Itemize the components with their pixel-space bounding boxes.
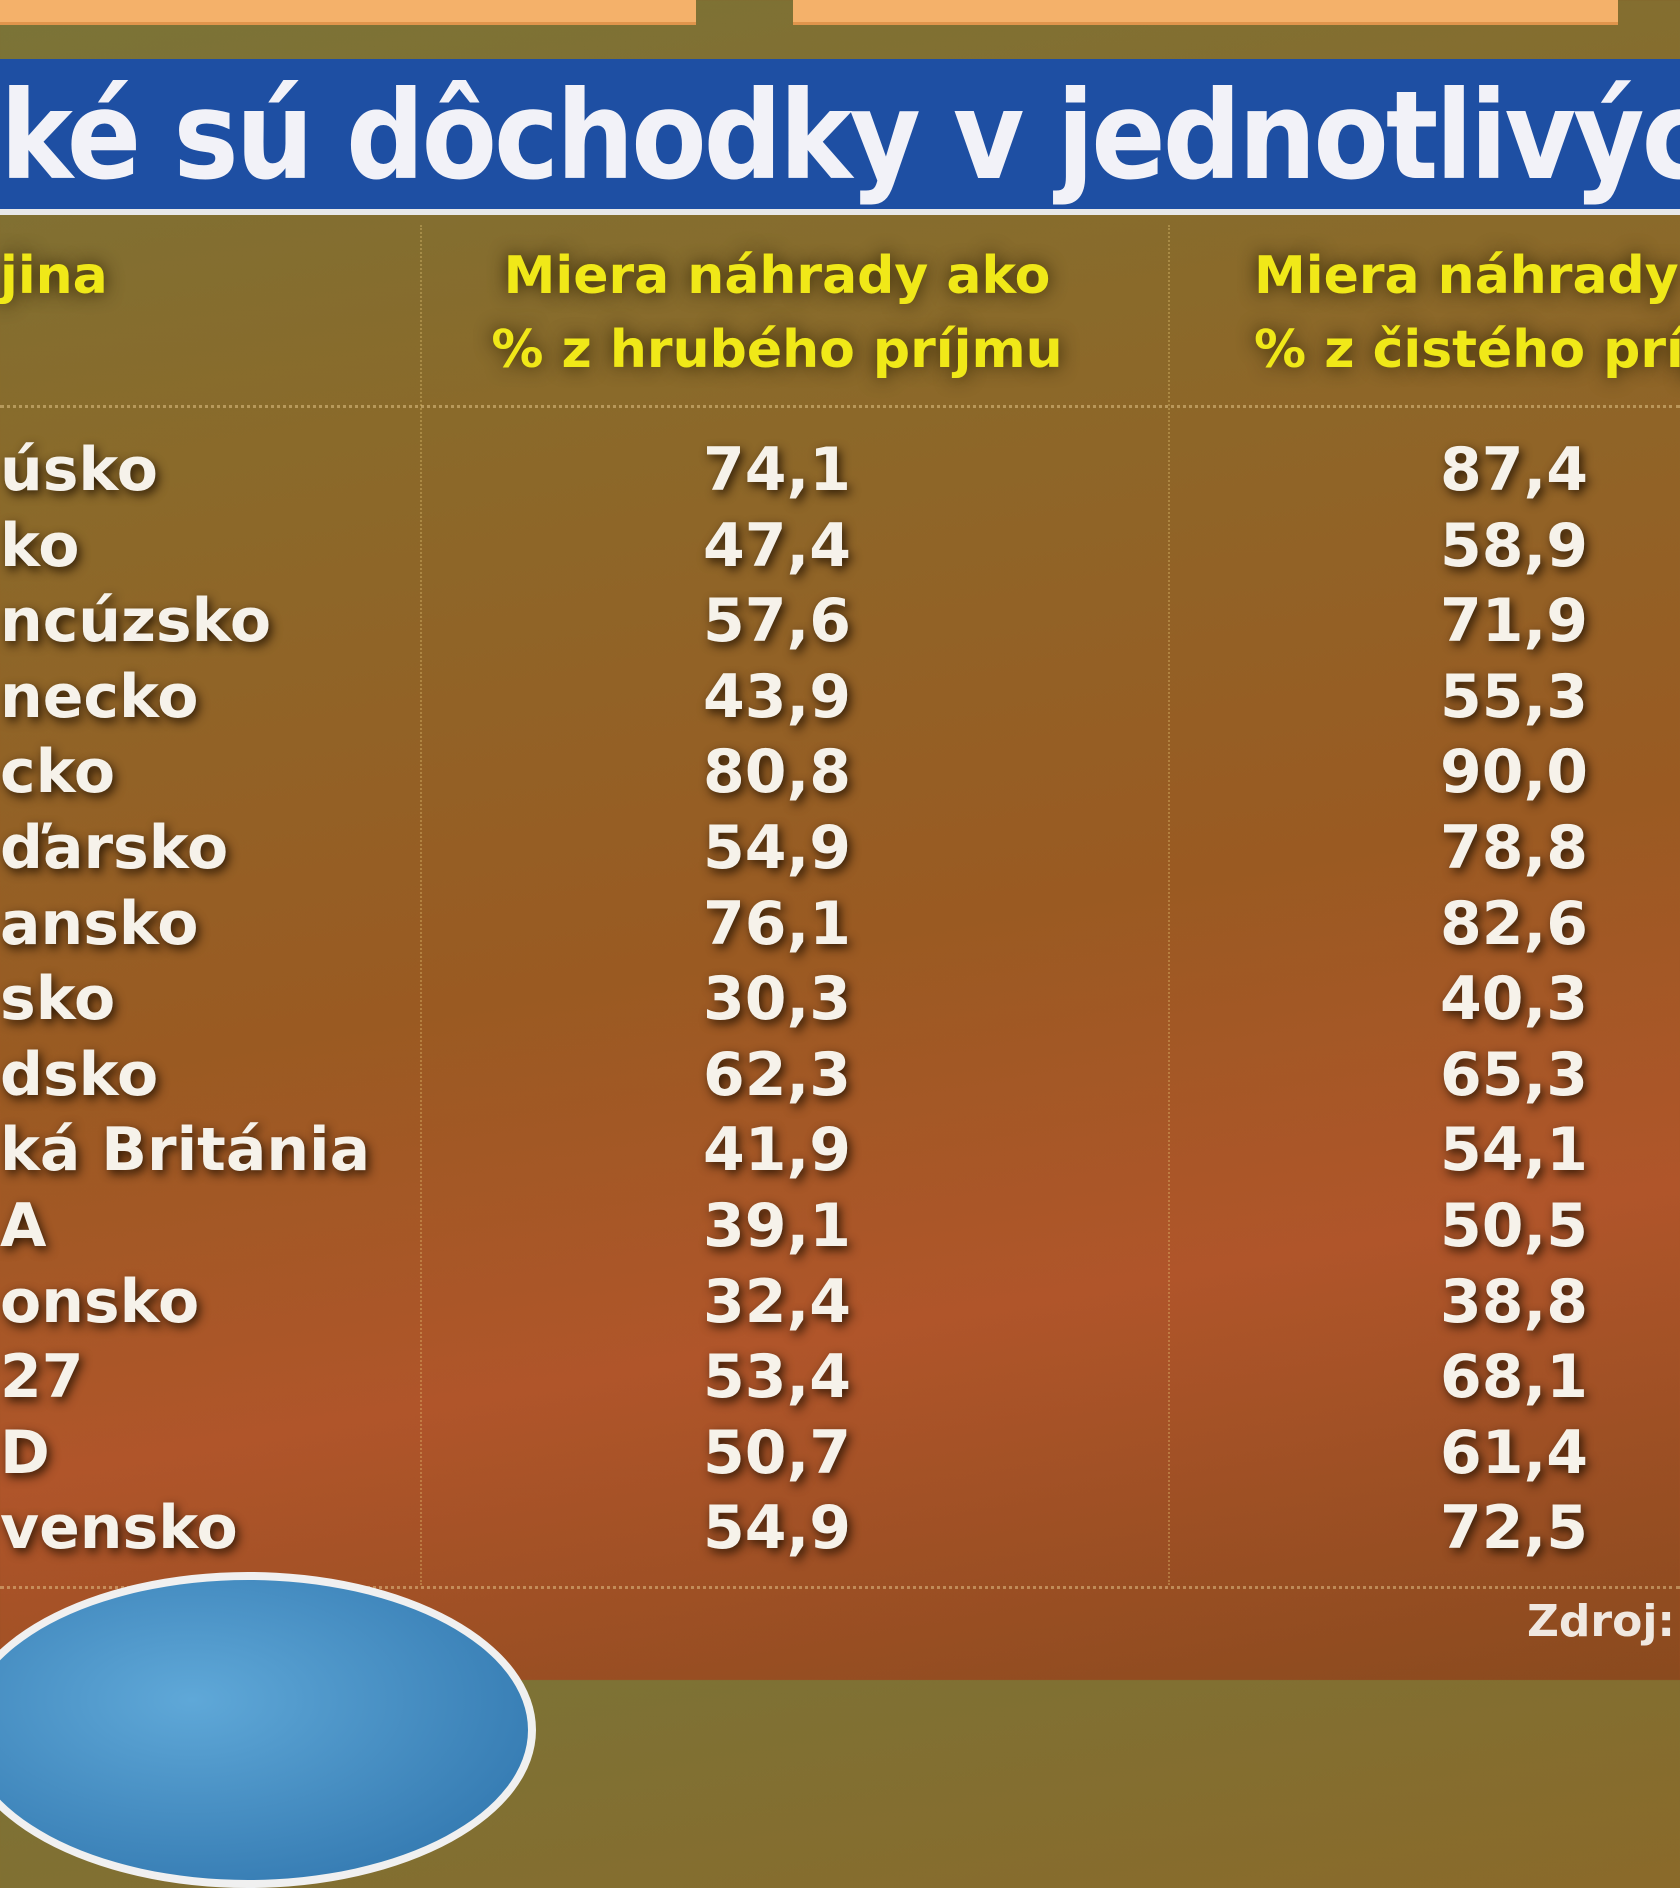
country-label: 27 xyxy=(0,1342,84,1413)
country-label: A xyxy=(0,1191,47,1261)
value-cell: 76,1 xyxy=(702,888,852,959)
value-cell: 50,7 xyxy=(702,1417,852,1488)
country-label: úsko xyxy=(0,435,158,505)
value-cell: 41,9 xyxy=(702,1115,852,1186)
decor-box xyxy=(793,0,1618,25)
value-cell: 57,6 xyxy=(702,586,852,657)
country-label: necko xyxy=(0,661,199,732)
country-label: ká Británia xyxy=(0,1115,371,1186)
value-cell: 54,9 xyxy=(702,1493,852,1564)
value-cell: 30,3 xyxy=(702,964,852,1035)
value-cell: 87,4 xyxy=(1439,435,1589,505)
value-cell: 50,5 xyxy=(1439,1191,1589,1261)
country-label: ďarsko xyxy=(0,813,229,883)
value-cell: 32,4 xyxy=(702,1266,852,1337)
value-cell: 90,0 xyxy=(1439,737,1589,808)
header-separator xyxy=(0,405,1680,408)
value-cell: 74,1 xyxy=(702,435,852,505)
header-cell: % z hrubého príjmu xyxy=(491,320,1063,380)
title-bar: ké sú dôchodky v jednotlivých krajinách xyxy=(0,59,1680,215)
value-cell: 68,1 xyxy=(1439,1342,1589,1413)
footer-separator xyxy=(0,1586,1680,1589)
country-label: dsko xyxy=(0,1039,159,1110)
column-divider xyxy=(1168,225,1170,1585)
value-cell: 47,4 xyxy=(702,510,852,581)
value-cell: 61,4 xyxy=(1439,1417,1589,1488)
value-cell: 71,9 xyxy=(1439,586,1589,657)
value-cell: 82,6 xyxy=(1439,888,1589,959)
value-cell: 53,4 xyxy=(702,1342,852,1413)
country-label: ko xyxy=(0,510,80,581)
header-cell: Miera náhrady a xyxy=(1254,246,1680,306)
country-label: cko xyxy=(0,737,116,808)
value-cell: 39,1 xyxy=(702,1191,852,1261)
value-cell: 40,3 xyxy=(1439,964,1589,1035)
country-label: ansko xyxy=(0,888,199,959)
value-cell: 38,8 xyxy=(1439,1266,1589,1337)
value-cell: 55,3 xyxy=(1439,661,1589,732)
decor-box xyxy=(0,0,696,25)
value-cell: 65,3 xyxy=(1439,1039,1589,1110)
title: ké sú dôchodky v jednotlivých krajinách xyxy=(0,65,1680,207)
country-label: ncúzsko xyxy=(0,586,272,657)
value-cell: 43,9 xyxy=(702,661,852,732)
photo xyxy=(0,1572,536,1888)
header-cell: % z čistého príjm xyxy=(1254,320,1680,380)
column-divider xyxy=(420,225,422,1585)
country-label: D xyxy=(0,1417,50,1488)
header-cell: jina xyxy=(0,246,108,306)
value-cell: 54,9 xyxy=(702,813,852,883)
source: Zdroj: O xyxy=(1527,1596,1680,1647)
value-cell: 78,8 xyxy=(1439,813,1589,883)
value-cell: 80,8 xyxy=(702,737,852,808)
country-label: onsko xyxy=(0,1266,200,1337)
value-cell: 58,9 xyxy=(1439,510,1589,581)
country-label: vensko xyxy=(0,1493,238,1564)
value-cell: 62,3 xyxy=(702,1039,852,1110)
value-cell: 54,1 xyxy=(1439,1115,1589,1186)
header-cell: Miera náhrady ako xyxy=(503,246,1051,306)
country-label: sko xyxy=(0,964,116,1035)
value-cell: 72,5 xyxy=(1439,1493,1589,1564)
